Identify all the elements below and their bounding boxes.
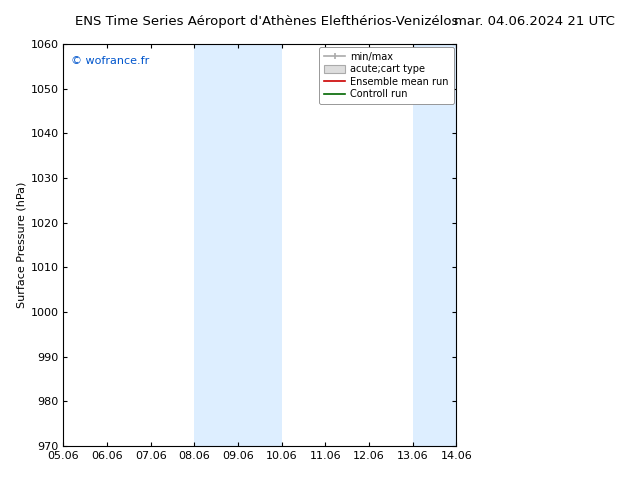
Bar — [413, 44, 456, 446]
Text: ENS Time Series Aéroport d'Athènes Elefthérios-Venizélos: ENS Time Series Aéroport d'Athènes Eleft… — [75, 15, 458, 28]
Y-axis label: Surface Pressure (hPa): Surface Pressure (hPa) — [16, 182, 26, 308]
Bar — [195, 44, 238, 446]
Text: © wofrance.fr: © wofrance.fr — [71, 56, 150, 66]
Text: mar. 04.06.2024 21 UTC: mar. 04.06.2024 21 UTC — [454, 15, 615, 28]
Legend: min/max, acute;cart type, Ensemble mean run, Controll run: min/max, acute;cart type, Ensemble mean … — [319, 47, 453, 104]
Bar — [238, 44, 281, 446]
